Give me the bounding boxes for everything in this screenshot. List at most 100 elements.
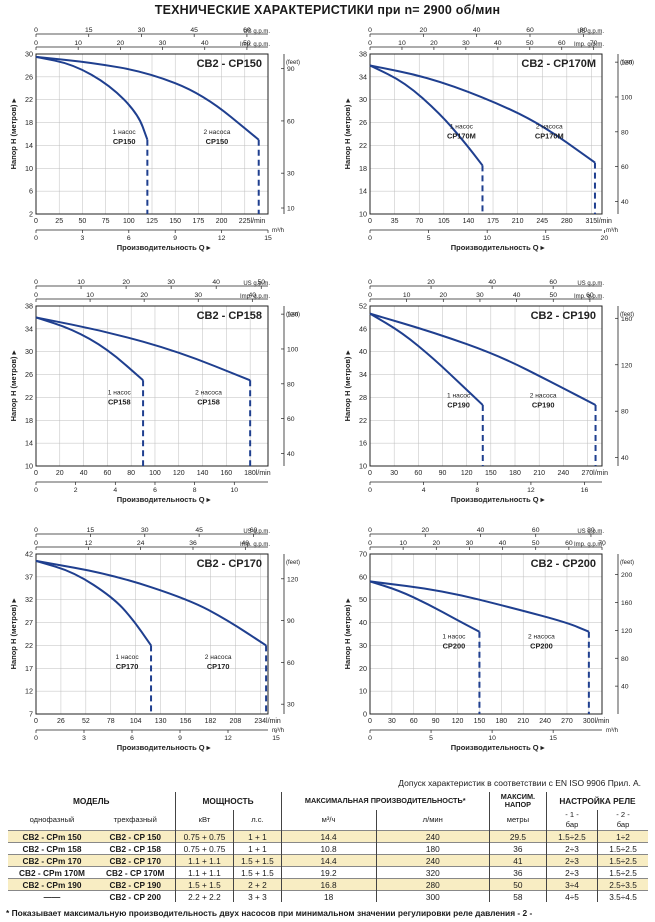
- table-row: CB2 - CPm 150 CB2 - CP 150 0.75 + 0.75 1 + …: [8, 830, 648, 843]
- table-cell-kw: 0.75 + 0.75: [174, 842, 234, 855]
- plot-frame: [369, 53, 603, 215]
- feet-tick-label: 100: [621, 94, 633, 101]
- y-axis-label: Напор Н (метров) ▸: [9, 97, 18, 169]
- feet-unit: (feet): [286, 312, 300, 318]
- impgpm-tick-label: 60: [558, 40, 566, 47]
- feet-tick-label: 40: [621, 455, 629, 462]
- impgpm-tick-label: 0: [34, 540, 38, 547]
- m3h-unit: m³/h: [272, 228, 284, 234]
- usgpm-tick-label: 40: [488, 279, 496, 286]
- feet-unit: (feet): [620, 560, 634, 566]
- series-label: 2 насоса: [536, 123, 563, 130]
- impgpm-tick-label: 60: [586, 292, 594, 299]
- table-cell-r2: 2.5÷3.5: [597, 878, 648, 891]
- series-label: 1 насос: [108, 390, 132, 397]
- x-tick-label: 50: [79, 218, 87, 225]
- m3h-tick-label: 5: [427, 235, 431, 242]
- usgpm-tick-label: 60: [532, 527, 540, 534]
- y-axis-label: Напор Н (метров) ▸: [343, 349, 352, 421]
- impgpm-tick-label: 20: [430, 40, 438, 47]
- feet-tick-label: 80: [621, 129, 629, 136]
- chart-title: CB2 - CP200: [531, 558, 596, 570]
- series-label: 1 насос: [450, 123, 474, 130]
- m3h-tick-label: 8: [475, 487, 479, 494]
- feet-tick-label: 40: [287, 451, 295, 458]
- x-tick-label: 140: [463, 218, 475, 225]
- usgpm-unit: US g.p.m.: [577, 29, 604, 35]
- feet-tick-label: 90: [287, 66, 295, 73]
- impgpm-tick-label: 10: [86, 292, 94, 299]
- y-tick-label: 10: [359, 687, 367, 696]
- y-tick-label: 46: [359, 324, 367, 333]
- table-row: CB2 - CPm 170M CB2 - CP 170M 1.1 + 1.1 1.5 …: [8, 866, 648, 879]
- m3h-tick-label: 15: [264, 235, 272, 242]
- table-cell-m3: 19.2: [280, 866, 377, 879]
- usgpm-tick-label: 60: [243, 27, 251, 34]
- table-cell-kw: 0.75 + 0.75: [174, 830, 234, 843]
- th-m3: м³/ч: [280, 810, 377, 831]
- th-three: трехфазный: [113, 815, 157, 824]
- x-tick-label: 315l/min: [585, 218, 612, 225]
- y-tick-label: 22: [25, 641, 33, 650]
- usgpm-tick-label: 0: [34, 527, 38, 534]
- th-power: МОЩНОСТЬ: [174, 792, 282, 810]
- table-cell-r1: 2÷3: [545, 842, 598, 855]
- x-tick-label: 0: [368, 218, 372, 225]
- x-tick-label: 0: [34, 718, 38, 725]
- table-cell-single: CB2 - CPm 158: [8, 842, 96, 855]
- impgpm-tick-label: 30: [476, 292, 484, 299]
- th-relay: НАСТРОЙКА РЕЛЕ: [545, 792, 648, 810]
- m3h-tick-label: 2: [74, 487, 78, 494]
- usgpm-tick-label: 60: [250, 527, 258, 534]
- curve-1-pump: [35, 316, 144, 382]
- table-cell-r1: 3÷4: [545, 878, 598, 891]
- y-tick-label: 2: [29, 210, 33, 219]
- table-row: CB2 - CPm 170 CB2 - CP 170 1.1 + 1.1 1.5 + …: [8, 854, 648, 867]
- impgpm-tick-label: 40: [249, 292, 257, 299]
- m3h-tick-label: 20: [601, 235, 609, 242]
- usgpm-tick-label: 20: [122, 279, 130, 286]
- impgpm-tick-label: 0: [368, 40, 372, 47]
- table-cell-m3: 14.4: [280, 854, 377, 867]
- feet-tick-label: 60: [287, 660, 295, 667]
- usgpm-unit: US g.p.m.: [577, 281, 604, 287]
- table-cell-head: 36: [488, 866, 547, 879]
- y-tick-label: 18: [25, 416, 33, 425]
- chart-title: CB2 - CP190: [531, 310, 596, 322]
- y-tick-label: 20: [359, 664, 367, 673]
- m3h-tick-label: 12: [218, 235, 226, 242]
- table-cell-hp: 1 + 1: [233, 842, 282, 855]
- table-cell-head: 41: [488, 854, 547, 867]
- x-tick-label: 120: [461, 470, 473, 477]
- x-tick-label: 300l/min: [583, 718, 610, 725]
- m3h-tick-label: 5: [429, 735, 433, 742]
- impgpm-tick-label: 48: [242, 540, 250, 547]
- chart-title: CB2 - CP158: [197, 310, 262, 322]
- feet-tick-label: 10: [287, 206, 295, 213]
- table-cell-m3: 14.4: [280, 830, 377, 843]
- x-tick-label: 180: [495, 718, 507, 725]
- m3h-tick-label: 12: [224, 735, 232, 742]
- impgpm-tick-label: 30: [194, 292, 202, 299]
- usgpm-tick-label: 0: [34, 279, 38, 286]
- y-tick-label: 52: [359, 302, 367, 311]
- series-name: CP150: [113, 137, 136, 146]
- table-cell-lmin: 280: [375, 878, 490, 891]
- th-flow: МАКСИМАЛЬНАЯ ПРОИЗВОДИТЕЛЬНОСТЬ*: [280, 792, 490, 810]
- feet-tick-label: 60: [621, 164, 629, 171]
- usgpm-tick-label: 20: [420, 27, 428, 34]
- x-tick-label: 60: [414, 470, 422, 477]
- series-name: CP170M: [535, 131, 564, 140]
- x-tick-label: 200: [216, 218, 228, 225]
- usgpm-tick-label: 0: [368, 27, 372, 34]
- series-name: CP158: [108, 398, 131, 407]
- chart-cp200: 0 20 40 60 80 0 10 20 30 40 50 60 70 US g.p.m. Imp. g.…: [340, 520, 645, 770]
- y-tick-label: 10: [359, 462, 367, 471]
- x-axis-label: Производительность Q ▸: [451, 743, 546, 752]
- table-cell-hp: 1 + 1: [233, 830, 282, 843]
- feet-tick-label: 100: [287, 346, 299, 353]
- series-label: 1 насос: [115, 654, 139, 661]
- curve-2-pumps: [369, 64, 596, 164]
